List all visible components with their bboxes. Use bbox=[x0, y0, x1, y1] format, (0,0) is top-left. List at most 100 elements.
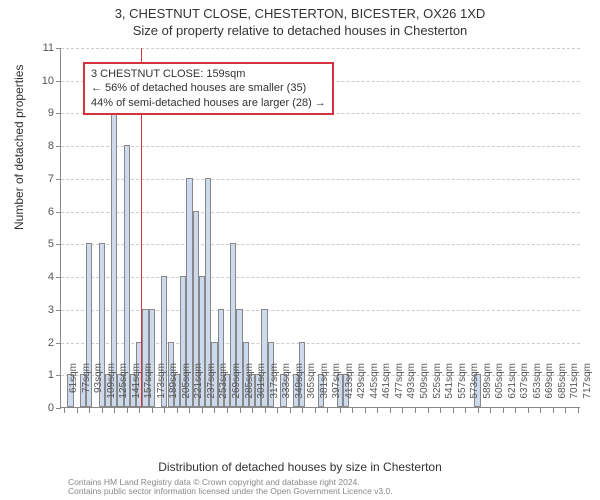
xtick-label: 541sqm bbox=[444, 363, 455, 413]
chart-title-line2: Size of property relative to detached ho… bbox=[0, 23, 600, 38]
xtick-label: 253sqm bbox=[218, 363, 229, 413]
ytick-mark bbox=[56, 48, 61, 49]
xtick-label: 445sqm bbox=[369, 363, 380, 413]
xtick-label: 525sqm bbox=[432, 363, 443, 413]
xtick-label: 637sqm bbox=[519, 363, 530, 413]
ytick-mark bbox=[56, 146, 61, 147]
xtick-label: 717sqm bbox=[582, 363, 593, 413]
gridline bbox=[61, 146, 580, 147]
xtick-mark bbox=[64, 408, 65, 413]
xtick-label: 301sqm bbox=[256, 363, 267, 413]
ytick-label: 7 bbox=[24, 173, 54, 185]
xtick-label: 557sqm bbox=[457, 363, 468, 413]
xtick-label: 573sqm bbox=[469, 363, 480, 413]
gridline bbox=[61, 310, 580, 311]
xtick-mark bbox=[177, 408, 178, 413]
gridline bbox=[61, 277, 580, 278]
xtick-label: 653sqm bbox=[532, 363, 543, 413]
xtick-label: 493sqm bbox=[406, 363, 417, 413]
ytick-mark bbox=[56, 277, 61, 278]
ytick-label: 5 bbox=[24, 238, 54, 250]
xtick-mark bbox=[503, 408, 504, 413]
xtick-label: 397sqm bbox=[331, 363, 342, 413]
ytick-label: 0 bbox=[24, 402, 54, 414]
xtick-label: 189sqm bbox=[168, 363, 179, 413]
xtick-label: 381sqm bbox=[319, 363, 330, 413]
xtick-mark bbox=[277, 408, 278, 413]
xtick-label: 77sqm bbox=[81, 363, 92, 413]
ytick-mark bbox=[56, 244, 61, 245]
xtick-label: 701sqm bbox=[569, 363, 580, 413]
xtick-mark bbox=[77, 408, 78, 413]
xtick-mark bbox=[540, 408, 541, 413]
ytick-label: 8 bbox=[24, 140, 54, 152]
ytick-mark bbox=[56, 408, 61, 409]
info-box-line: 3 CHESTNUT CLOSE: 159sqm bbox=[91, 67, 326, 81]
xtick-mark bbox=[528, 408, 529, 413]
xtick-label: 413sqm bbox=[344, 363, 355, 413]
xtick-mark bbox=[89, 408, 90, 413]
chart-title-line1: 3, CHESTNUT CLOSE, CHESTERTON, BICESTER,… bbox=[0, 0, 600, 23]
ytick-mark bbox=[56, 375, 61, 376]
xtick-mark bbox=[578, 408, 579, 413]
xtick-mark bbox=[428, 408, 429, 413]
xtick-label: 669sqm bbox=[544, 363, 555, 413]
xtick-mark bbox=[440, 408, 441, 413]
xtick-label: 365sqm bbox=[306, 363, 317, 413]
xtick-label: 109sqm bbox=[106, 363, 117, 413]
ytick-mark bbox=[56, 212, 61, 213]
xtick-mark bbox=[164, 408, 165, 413]
xtick-mark bbox=[302, 408, 303, 413]
info-box-line: ← 56% of detached houses are smaller (35… bbox=[91, 81, 326, 95]
xtick-label: 429sqm bbox=[356, 363, 367, 413]
footer-line2: Contains public sector information licen… bbox=[68, 487, 393, 496]
xtick-label: 621sqm bbox=[507, 363, 518, 413]
ytick-mark bbox=[56, 113, 61, 114]
footer-attribution: Contains HM Land Registry data © Crown c… bbox=[68, 478, 393, 497]
xtick-label: 605sqm bbox=[494, 363, 505, 413]
xtick-mark bbox=[152, 408, 153, 413]
gridline bbox=[61, 244, 580, 245]
xtick-label: 269sqm bbox=[231, 363, 242, 413]
xtick-mark bbox=[390, 408, 391, 413]
xtick-mark bbox=[202, 408, 203, 413]
xtick-label: 61sqm bbox=[68, 363, 79, 413]
gridline bbox=[61, 179, 580, 180]
ytick-mark bbox=[56, 81, 61, 82]
xtick-mark bbox=[265, 408, 266, 413]
xtick-mark bbox=[327, 408, 328, 413]
xtick-mark bbox=[415, 408, 416, 413]
xtick-label: 285sqm bbox=[244, 363, 255, 413]
xtick-mark bbox=[315, 408, 316, 413]
xtick-label: 205sqm bbox=[181, 363, 192, 413]
xtick-mark bbox=[402, 408, 403, 413]
ytick-label: 6 bbox=[24, 206, 54, 218]
ytick-label: 4 bbox=[24, 271, 54, 283]
xtick-label: 589sqm bbox=[482, 363, 493, 413]
xtick-label: 221sqm bbox=[193, 363, 204, 413]
xtick-mark bbox=[102, 408, 103, 413]
ytick-label: 10 bbox=[24, 75, 54, 87]
xtick-mark bbox=[553, 408, 554, 413]
xtick-label: 477sqm bbox=[394, 363, 405, 413]
ytick-label: 2 bbox=[24, 337, 54, 349]
xtick-mark bbox=[127, 408, 128, 413]
xtick-label: 349sqm bbox=[294, 363, 305, 413]
x-axis-label: Distribution of detached houses by size … bbox=[0, 460, 600, 474]
xtick-label: 93sqm bbox=[93, 363, 104, 413]
ytick-mark bbox=[56, 343, 61, 344]
xtick-mark bbox=[214, 408, 215, 413]
xtick-mark bbox=[139, 408, 140, 413]
xtick-mark bbox=[490, 408, 491, 413]
xtick-mark bbox=[114, 408, 115, 413]
xtick-mark bbox=[290, 408, 291, 413]
xtick-label: 157sqm bbox=[143, 363, 154, 413]
xtick-label: 317sqm bbox=[269, 363, 280, 413]
ytick-label: 3 bbox=[24, 304, 54, 316]
xtick-mark bbox=[453, 408, 454, 413]
ytick-label: 9 bbox=[24, 107, 54, 119]
ytick-label: 11 bbox=[24, 42, 54, 54]
gridline bbox=[61, 212, 580, 213]
xtick-label: 173sqm bbox=[156, 363, 167, 413]
xtick-mark bbox=[252, 408, 253, 413]
